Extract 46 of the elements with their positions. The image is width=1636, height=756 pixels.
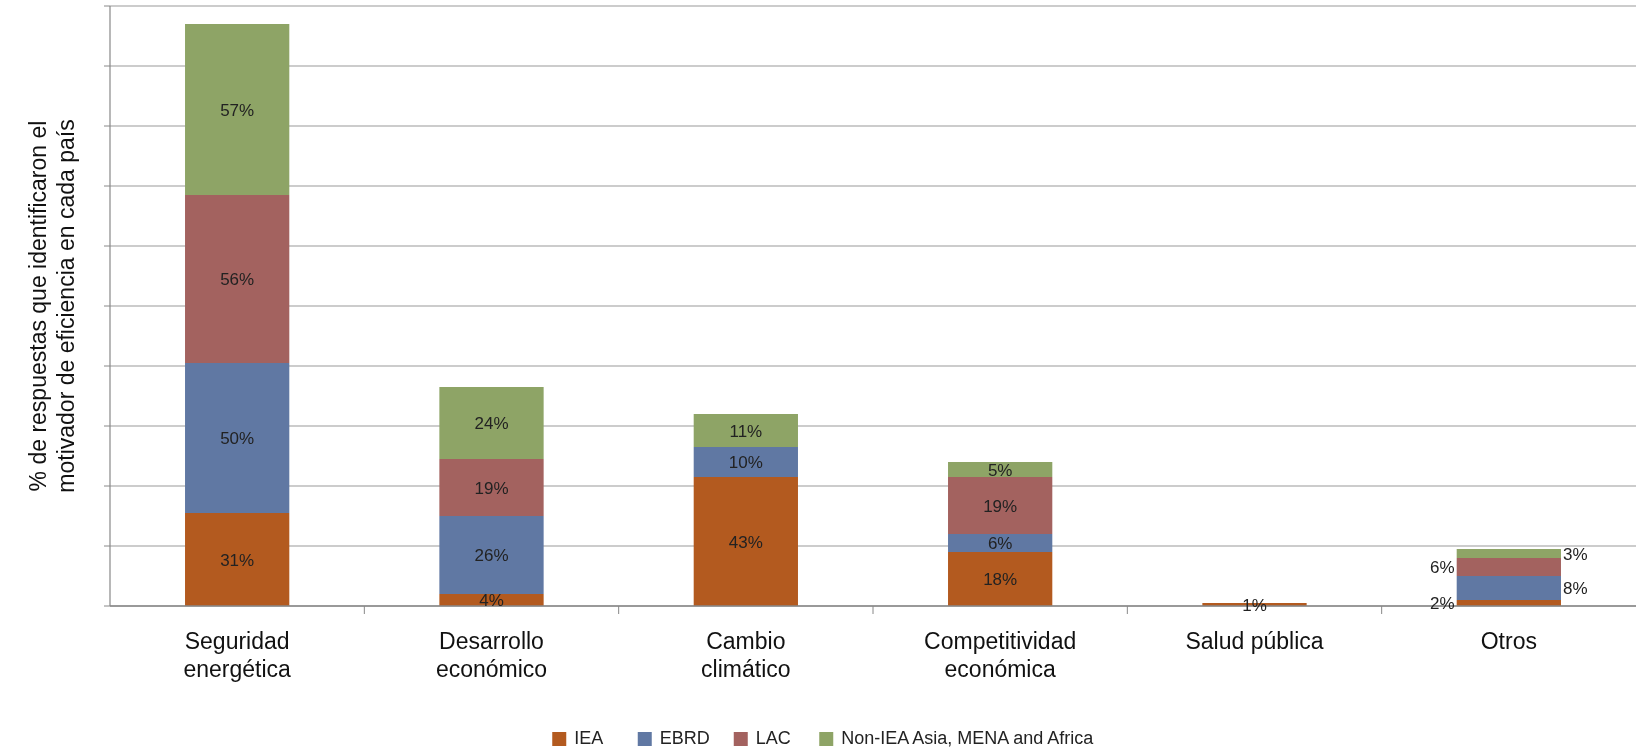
x-tick-label: Salud pública [1185, 628, 1324, 654]
bar [1456, 558, 1561, 576]
legend-label: EBRD [659, 728, 710, 748]
legend-label: Non-IEA Asia, MENA and Africa [841, 728, 1095, 748]
bar [1456, 549, 1561, 558]
data-label: 19% [983, 496, 1018, 516]
bar [948, 534, 1053, 552]
data-label: 18% [983, 570, 1018, 589]
data-label: 2% [1430, 594, 1455, 613]
x-tick-label: Seguridad energética [183, 628, 292, 682]
y-axis-title: % de respuestas que identificaron el motivador de eficiencia en cada país [25, 119, 79, 493]
data-label: 11% [729, 421, 763, 441]
data-label: 24% [474, 414, 509, 433]
x-tick-label: Cambio climático [701, 628, 791, 682]
data-label: 5% [987, 460, 1013, 480]
bar [185, 513, 290, 606]
data-label: 43% [728, 532, 763, 552]
x-tick-label: Desarrollo económico [435, 628, 548, 682]
data-label: 56% [220, 270, 255, 289]
data-label: 57% [220, 100, 255, 120]
data-label: 6% [987, 534, 1013, 553]
bar [185, 363, 290, 513]
data-label: 19% [474, 478, 509, 498]
data-label: 3% [1562, 544, 1588, 564]
data-label: 31% [220, 550, 255, 570]
data-label: 26% [474, 546, 509, 565]
legend-label: LAC [755, 728, 791, 748]
bar [948, 552, 1053, 606]
x-tick-label: Otros [1480, 628, 1537, 654]
data-label: 4% [479, 591, 504, 610]
data-label: 10% [728, 453, 763, 472]
data-label: 50% [220, 429, 255, 448]
bar [693, 414, 798, 447]
bar [693, 477, 798, 606]
bar [439, 387, 544, 459]
bar [439, 459, 544, 516]
data-label: 6% [1430, 558, 1455, 577]
bar [693, 447, 798, 477]
data-label: 8% [1562, 579, 1588, 598]
legend-label: IEA [574, 728, 604, 748]
bar [1456, 576, 1561, 600]
bar [439, 516, 544, 594]
bar [185, 195, 290, 363]
bar [185, 24, 290, 195]
bar [948, 477, 1053, 534]
x-tick-label: Competitividad económica [924, 628, 1077, 682]
